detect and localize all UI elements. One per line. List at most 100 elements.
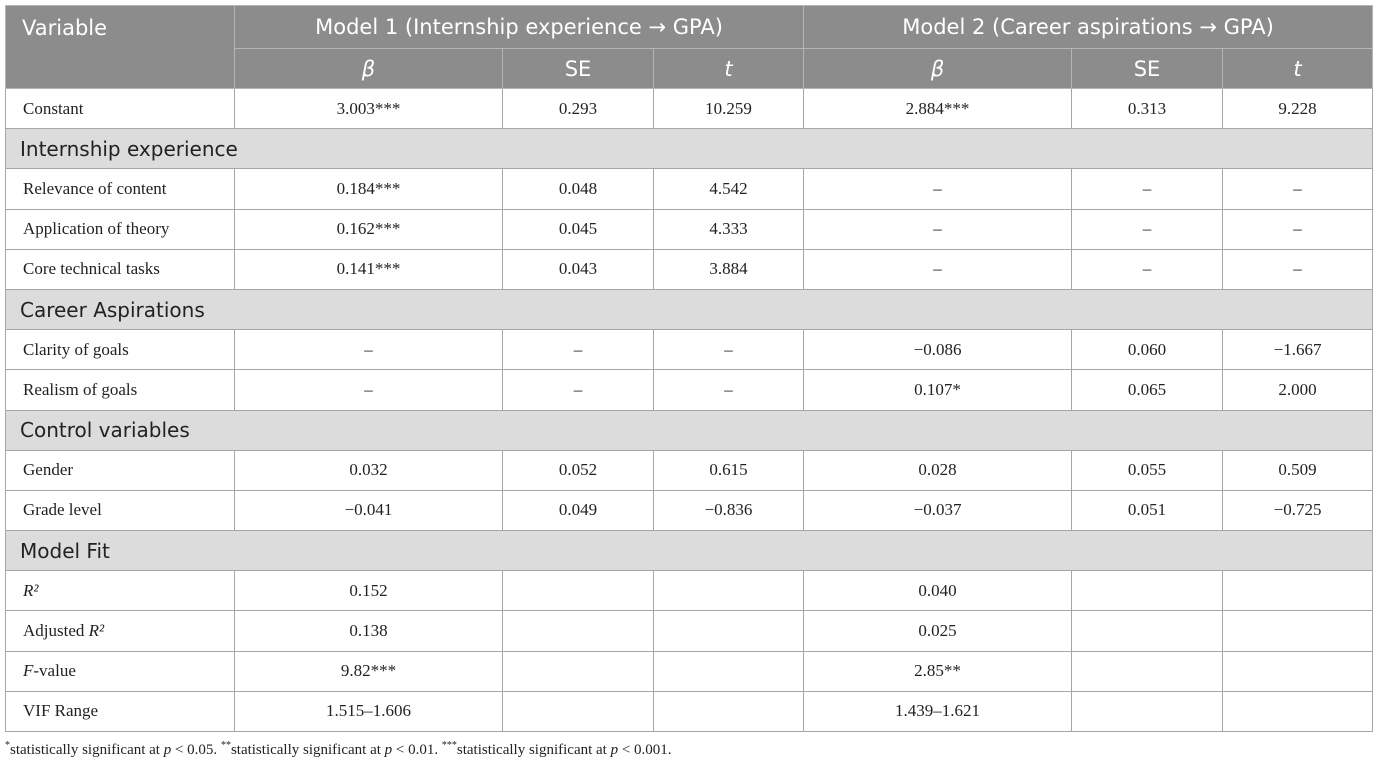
table-cell: 0.138 (234, 610, 503, 652)
table-cell: 9.82*** (234, 650, 503, 692)
table-row: Model Fit (4, 530, 1374, 572)
table-cell: 0.032 (234, 449, 503, 491)
table-cell (652, 690, 805, 733)
table-cell: Application of theory (5, 208, 235, 250)
table-row: Grade level −0.041 0.049 −0.836 −0.037 0.051−… (5, 489, 1374, 532)
text-segment: β (361, 56, 376, 81)
table-cell: 0.107* (803, 369, 1073, 411)
text-segment: < 0.01. (392, 742, 442, 758)
section-cell: Control variables (4, 409, 1374, 451)
table-cell (1222, 570, 1374, 612)
table-cell: 0.065 (1071, 369, 1224, 411)
table-cell (1222, 690, 1374, 733)
table-cell: – (502, 369, 654, 411)
table-cell: 0.040 (803, 570, 1073, 612)
text-segment: * (5, 740, 10, 751)
section-cell: Internship experience (4, 128, 1374, 170)
table-cell (1222, 650, 1374, 692)
header-cell: Model 2 (Career aspirations → GPA) (803, 5, 1374, 49)
table-cell: −1.667 (1222, 329, 1374, 371)
table-cell: 9.228 (1222, 87, 1374, 130)
table-row: F-value 9.82*** 2.85** (5, 650, 1374, 692)
header-row: β SE t β SE t (6, 48, 1374, 89)
table-cell: – (803, 208, 1073, 250)
table-cell (652, 570, 805, 612)
table-cell: 0.049 (502, 489, 654, 532)
header-cell: t (1222, 48, 1374, 89)
table-cell (1071, 690, 1224, 733)
table-cell: – (652, 329, 805, 371)
table-cell: 0.051 (1071, 489, 1224, 532)
table-cell: R² (5, 570, 235, 612)
table-cell: – (1222, 248, 1374, 290)
table-cell: −0.725 (1222, 489, 1374, 532)
header-cell: β (234, 48, 503, 89)
table-row: Career Aspirations (4, 288, 1374, 331)
table-cell: 0.055 (1071, 449, 1224, 491)
table-row: Internship experience (4, 128, 1374, 170)
table-cell: – (803, 168, 1073, 210)
table-cell: 0.028 (803, 449, 1073, 491)
text-segment: statistically significant at (10, 742, 164, 758)
table-row: Control variables (4, 409, 1374, 451)
text-segment: Adjusted (23, 621, 89, 641)
table-cell: Constant (5, 87, 235, 130)
table-cell: 2.85** (803, 650, 1073, 692)
text-segment: R² (88, 621, 105, 641)
text-segment: F (23, 661, 34, 681)
table-row: Realism of goals – – –0.107* 0.065 2.000 (5, 369, 1374, 411)
table-header: Variable Model 1 (Internship experience … (5, 5, 1374, 89)
table-cell: – (652, 369, 805, 411)
table-cell (652, 610, 805, 652)
table-cell (1222, 610, 1374, 652)
header-cell: β (803, 48, 1073, 89)
table-cell: Gender (5, 449, 235, 491)
table-cell: −0.086 (803, 329, 1073, 371)
table-cell: 4.333 (652, 208, 805, 250)
table-row: Application of theory 0.162*** 0.045 4.333–… (5, 208, 1374, 250)
table-cell: 0.060 (1071, 329, 1224, 371)
table-cell: Clarity of goals (5, 329, 235, 371)
footnote: *statistically significant at p < 0.05. … (5, 740, 672, 759)
table-cell (1071, 570, 1224, 612)
table-row: Adjusted R² 0.138 0.025 (5, 610, 1374, 652)
table-cell: – (234, 369, 503, 411)
table-cell: 2.000 (1222, 369, 1374, 411)
table-cell: – (1071, 168, 1224, 210)
table-cell: −0.836 (652, 489, 805, 532)
section-cell: Model Fit (4, 530, 1374, 572)
text-segment: < 0.05. (171, 742, 221, 758)
table-cell: 4.542 (652, 168, 805, 210)
table-cell: 0.293 (502, 87, 654, 130)
table-row: Clarity of goals – – – −0.086 0.060 −1.667 (5, 329, 1374, 371)
text-segment: p (610, 742, 619, 758)
header-cell: SE (502, 48, 654, 89)
table-cell: – (1071, 208, 1224, 250)
table-cell (1071, 610, 1224, 652)
table-cell: – (803, 248, 1073, 290)
table-cell: – (502, 329, 654, 371)
table-row: VIF Range 1.515–1.606 1.439–1.621 (5, 690, 1374, 733)
table-cell: 2.884*** (803, 87, 1073, 130)
table-cell: 0.045 (502, 208, 654, 250)
table-cell: 0.509 (1222, 449, 1374, 491)
table-cell (1071, 650, 1224, 692)
table-cell (502, 650, 654, 692)
text-segment: t (1293, 56, 1302, 81)
table-cell: 1.515–1.606 (234, 690, 503, 733)
table-cell: 0.184*** (234, 168, 503, 210)
table-cell: 0.043 (502, 248, 654, 290)
table-cell: 0.162*** (234, 208, 503, 250)
table-cell: 0.141*** (234, 248, 503, 290)
table-cell: 1.439–1.621 (803, 690, 1073, 733)
table-cell: 0.048 (502, 168, 654, 210)
text-segment: statistically significant at (230, 742, 385, 758)
text-segment: < 0.001. (618, 742, 672, 758)
table-cell: – (1222, 168, 1374, 210)
text-segment: statistically significant at (456, 742, 611, 758)
table-cell: – (234, 329, 503, 371)
text-segment: *** (441, 740, 457, 751)
table-body: Constant 3.003*** 0.293 10.259 2.884*** 0.313… (4, 87, 1374, 733)
table-cell: F-value (5, 650, 235, 692)
